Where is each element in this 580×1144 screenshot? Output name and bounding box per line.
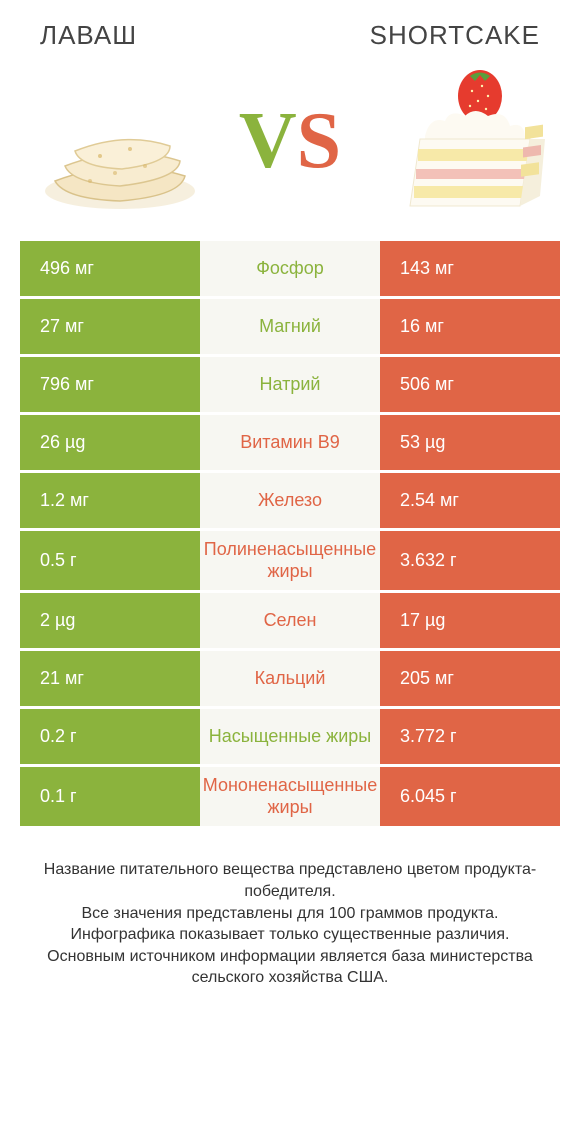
- nutrient-name: Витамин B9: [200, 415, 380, 470]
- nutrient-name: Железо: [200, 473, 380, 528]
- right-value: 3.772 г: [380, 709, 560, 764]
- vs-label: VS: [239, 101, 341, 181]
- footer-line-1: Название питательного вещества представл…: [20, 859, 560, 902]
- right-value: 17 µg: [380, 593, 560, 648]
- left-value: 796 мг: [20, 357, 200, 412]
- right-value: 3.632 г: [380, 531, 560, 590]
- footer-line-2: Все значения представлены для 100 граммо…: [20, 903, 560, 925]
- right-value: 143 мг: [380, 241, 560, 296]
- nutrient-name: Насыщенные жиры: [200, 709, 380, 764]
- table-row: 0.1 гМононенасыщенные жиры6.045 г: [20, 767, 560, 829]
- table-row: 2 µgСелен17 µg: [20, 593, 560, 651]
- left-value: 0.2 г: [20, 709, 200, 764]
- table-row: 27 мгМагний16 мг: [20, 299, 560, 357]
- table-row: 0.5 гПолиненасыщенные жиры3.632 г: [20, 531, 560, 593]
- hero-section: VS: [0, 51, 580, 241]
- left-value: 0.1 г: [20, 767, 200, 826]
- vs-s: S: [297, 97, 342, 185]
- nutrient-name: Магний: [200, 299, 380, 354]
- right-value: 6.045 г: [380, 767, 560, 826]
- left-value: 26 µg: [20, 415, 200, 470]
- right-product-title: SHORTCAKE: [370, 20, 540, 51]
- nutrient-name: Мононенасыщенные жиры: [200, 767, 380, 826]
- left-value: 21 мг: [20, 651, 200, 706]
- left-value: 2 µg: [20, 593, 200, 648]
- table-row: 21 мгКальций205 мг: [20, 651, 560, 709]
- lavash-illustration: [30, 61, 210, 221]
- right-value: 205 мг: [380, 651, 560, 706]
- left-value: 1.2 мг: [20, 473, 200, 528]
- left-value: 0.5 г: [20, 531, 200, 590]
- left-value: 496 мг: [20, 241, 200, 296]
- nutrient-name: Селен: [200, 593, 380, 648]
- right-value: 16 мг: [380, 299, 560, 354]
- nutrient-name: Фосфор: [200, 241, 380, 296]
- header: ЛАВАШ SHORTCAKE: [0, 0, 580, 51]
- table-row: 26 µgВитамин B953 µg: [20, 415, 560, 473]
- footer-line-3: Инфографика показывает только существенн…: [20, 924, 560, 946]
- nutrition-table: 496 мгФосфор143 мг27 мгМагний16 мг796 мг…: [0, 241, 580, 829]
- right-value: 53 µg: [380, 415, 560, 470]
- table-row: 1.2 мгЖелезо2.54 мг: [20, 473, 560, 531]
- nutrient-name: Кальций: [200, 651, 380, 706]
- nutrient-name: Полиненасыщенные жиры: [200, 531, 380, 590]
- table-row: 0.2 гНасыщенные жиры3.772 г: [20, 709, 560, 767]
- right-value: 2.54 мг: [380, 473, 560, 528]
- footer-line-4: Основным источником информации является …: [20, 946, 560, 989]
- left-product-title: ЛАВАШ: [40, 20, 137, 51]
- footer-notes: Название питательного вещества представл…: [0, 829, 580, 989]
- right-value: 506 мг: [380, 357, 560, 412]
- table-row: 496 мгФосфор143 мг: [20, 241, 560, 299]
- nutrient-name: Натрий: [200, 357, 380, 412]
- shortcake-illustration: [370, 61, 550, 221]
- vs-v: V: [239, 97, 297, 185]
- table-row: 796 мгНатрий506 мг: [20, 357, 560, 415]
- left-value: 27 мг: [20, 299, 200, 354]
